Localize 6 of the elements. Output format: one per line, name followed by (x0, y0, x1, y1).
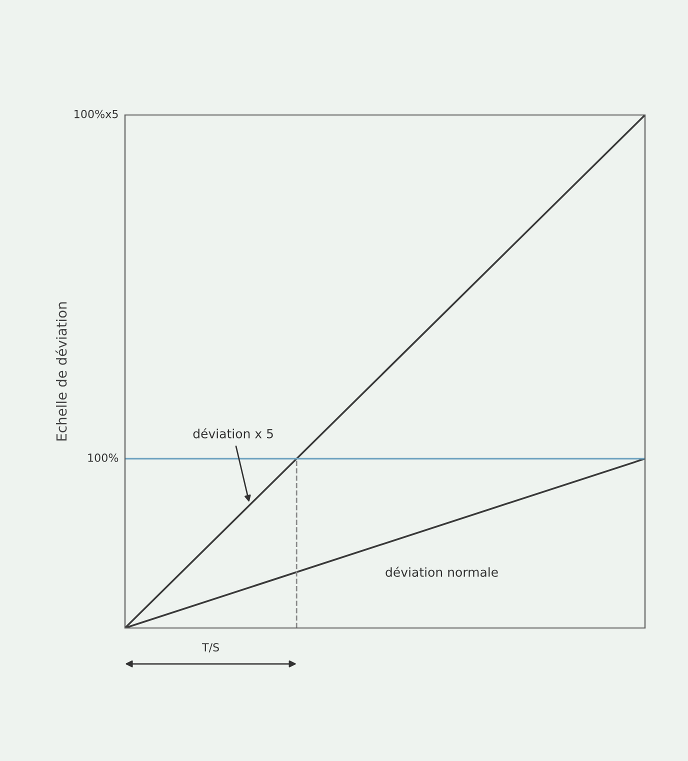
annotation: 100% (88, 454, 118, 462)
text: déviation x 5 (193, 428, 273, 438)
annotation: 100%x5 (74, 110, 118, 118)
text: T/S (202, 643, 219, 652)
series-label: déviation normale (386, 566, 498, 577)
y-axis-title: Echelle de déviation (55, 302, 67, 441)
